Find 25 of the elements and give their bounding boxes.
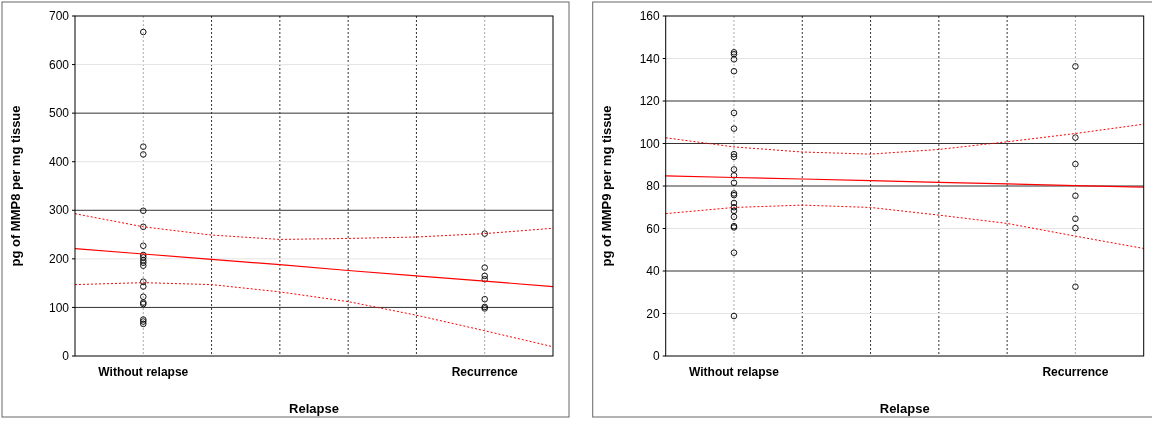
y-tick-label: 160 — [639, 9, 661, 24]
y-tick-label: 0 — [653, 349, 661, 364]
y-tick-label: 500 — [48, 106, 70, 121]
y-tick-label: 60 — [646, 221, 661, 236]
y-axis-title: pg of MMP9 per mg tissue — [598, 105, 614, 267]
y-tick-label: 120 — [639, 94, 661, 109]
y-axis-title: pg of MMP8 per mg tissue — [8, 105, 23, 267]
y-tick-label: 80 — [646, 179, 661, 194]
x-axis-title: Relapse — [879, 401, 930, 416]
y-tick-label: 140 — [639, 51, 661, 66]
x-tick-label: Without relapse — [98, 365, 189, 379]
y-tick-label: 40 — [646, 264, 661, 279]
y-tick-label: 400 — [48, 154, 70, 169]
x-tick-label: Recurrence — [451, 365, 519, 379]
y-tick-label: 700 — [48, 9, 70, 24]
y-tick-label: 300 — [48, 203, 70, 218]
y-tick-label: 20 — [646, 306, 661, 321]
y-tick-label: 600 — [48, 57, 70, 72]
y-tick-label: 200 — [48, 252, 70, 267]
x-tick-label: Recurrence — [1042, 365, 1109, 379]
y-tick-label: 0 — [62, 349, 70, 364]
x-tick-label: Without relapse — [689, 365, 780, 379]
y-tick-label: 100 — [48, 300, 70, 315]
x-axis-title: Relapse — [289, 401, 339, 416]
y-tick-label: 100 — [639, 136, 661, 151]
